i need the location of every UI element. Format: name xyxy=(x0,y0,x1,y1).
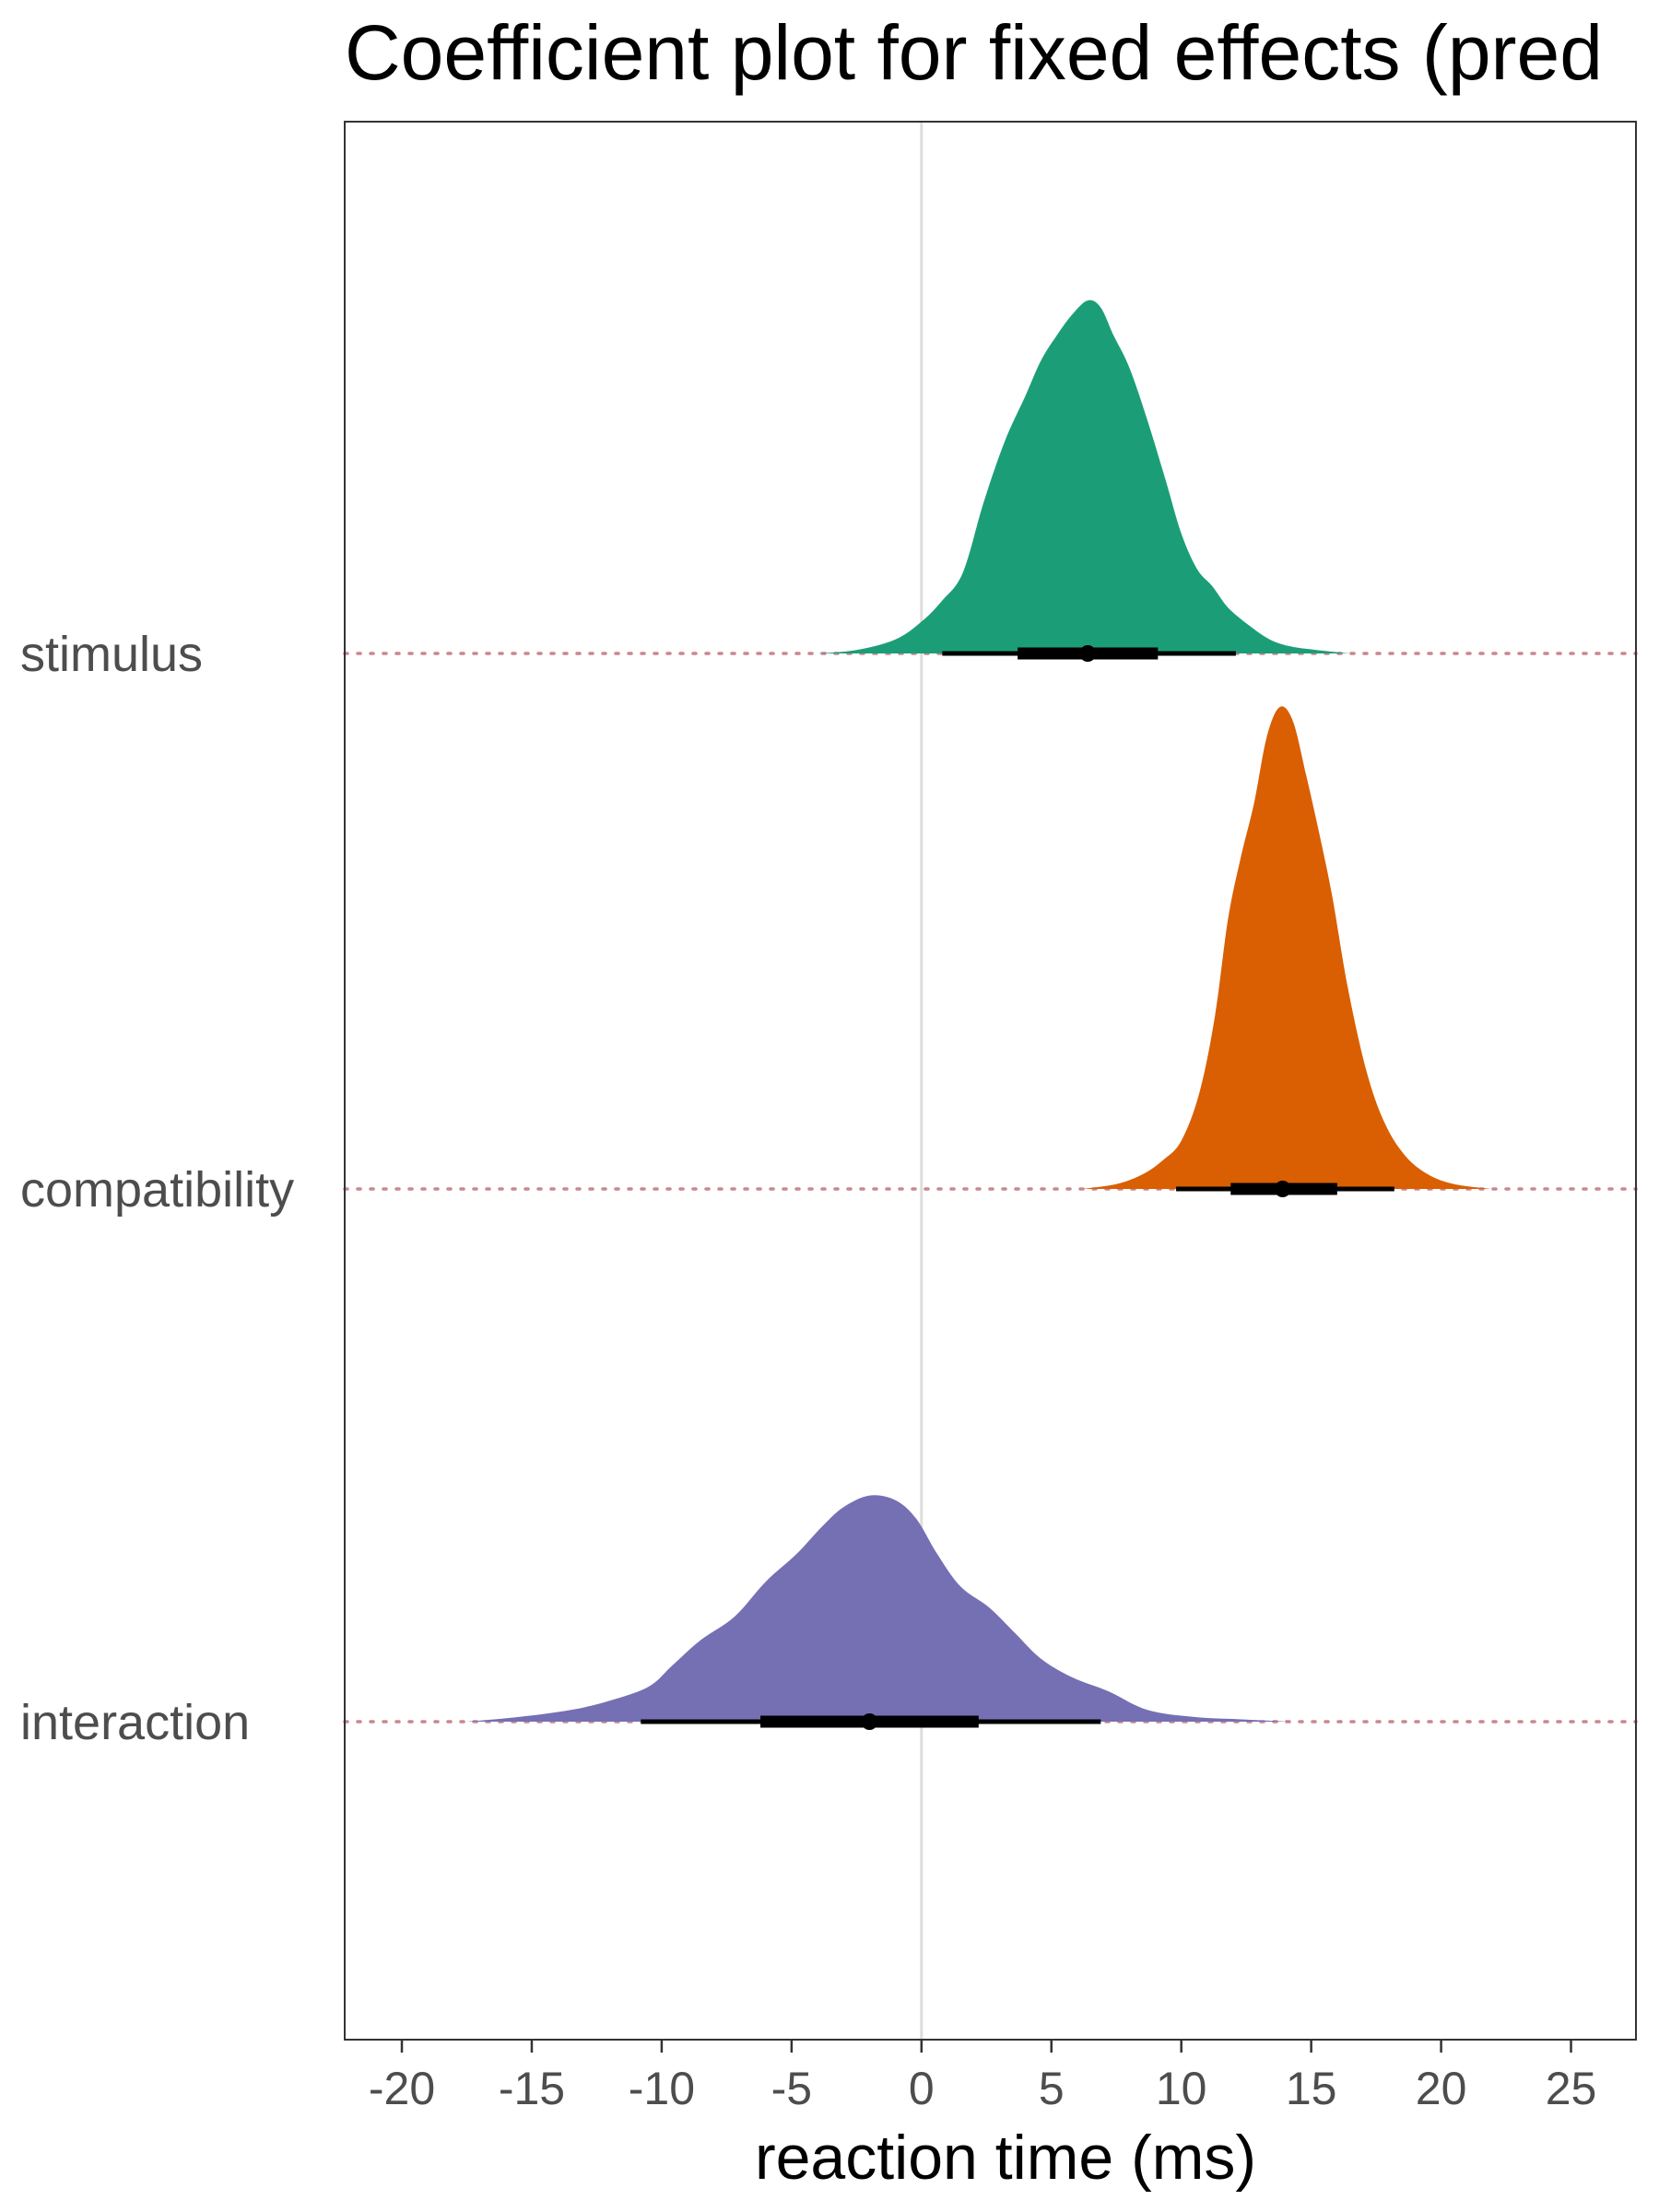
density-interaction xyxy=(466,1495,1291,1722)
density-areas xyxy=(466,300,1491,1722)
interval-bars xyxy=(641,645,1394,1730)
panel-background xyxy=(345,122,1636,2040)
x-tick-label: -5 xyxy=(771,2063,812,2114)
x-axis-ticks: -20 -15 -10 -5 0 5 10 15 20 25 xyxy=(369,2040,1596,2114)
x-tick-label: 5 xyxy=(1039,2063,1065,2114)
category-label-compatibility: compatibility xyxy=(20,1162,294,1218)
x-tick-label: 25 xyxy=(1546,2063,1597,2114)
x-tick-label: -15 xyxy=(499,2063,565,2114)
panel-border-group xyxy=(344,121,1637,2041)
x-tick-label: -20 xyxy=(369,2063,435,2114)
point-estimate-stimulus xyxy=(1079,645,1097,662)
y-axis-category-labels: stimulus compatibility interaction xyxy=(20,627,294,1750)
density-stimulus xyxy=(818,300,1350,653)
plot-panel xyxy=(345,122,1636,2040)
point-estimate-interaction xyxy=(861,1713,878,1730)
category-label-interaction: interaction xyxy=(20,1695,250,1750)
x-tick-label: 20 xyxy=(1416,2063,1467,2114)
point-estimate-compatibility xyxy=(1274,1181,1291,1197)
x-tick-label: 10 xyxy=(1156,2063,1207,2114)
x-axis-title: reaction time (ms) xyxy=(755,2123,1256,2193)
x-tick-label: 0 xyxy=(909,2063,935,2114)
x-tick-label: -10 xyxy=(629,2063,695,2114)
panel-border xyxy=(344,121,1637,2041)
x-tick-label: 15 xyxy=(1286,2063,1337,2114)
chart-title: Coefficient plot for fixed effects (pred xyxy=(345,9,1603,96)
density-compatibility xyxy=(1082,706,1491,1189)
category-label-stimulus: stimulus xyxy=(20,627,203,682)
